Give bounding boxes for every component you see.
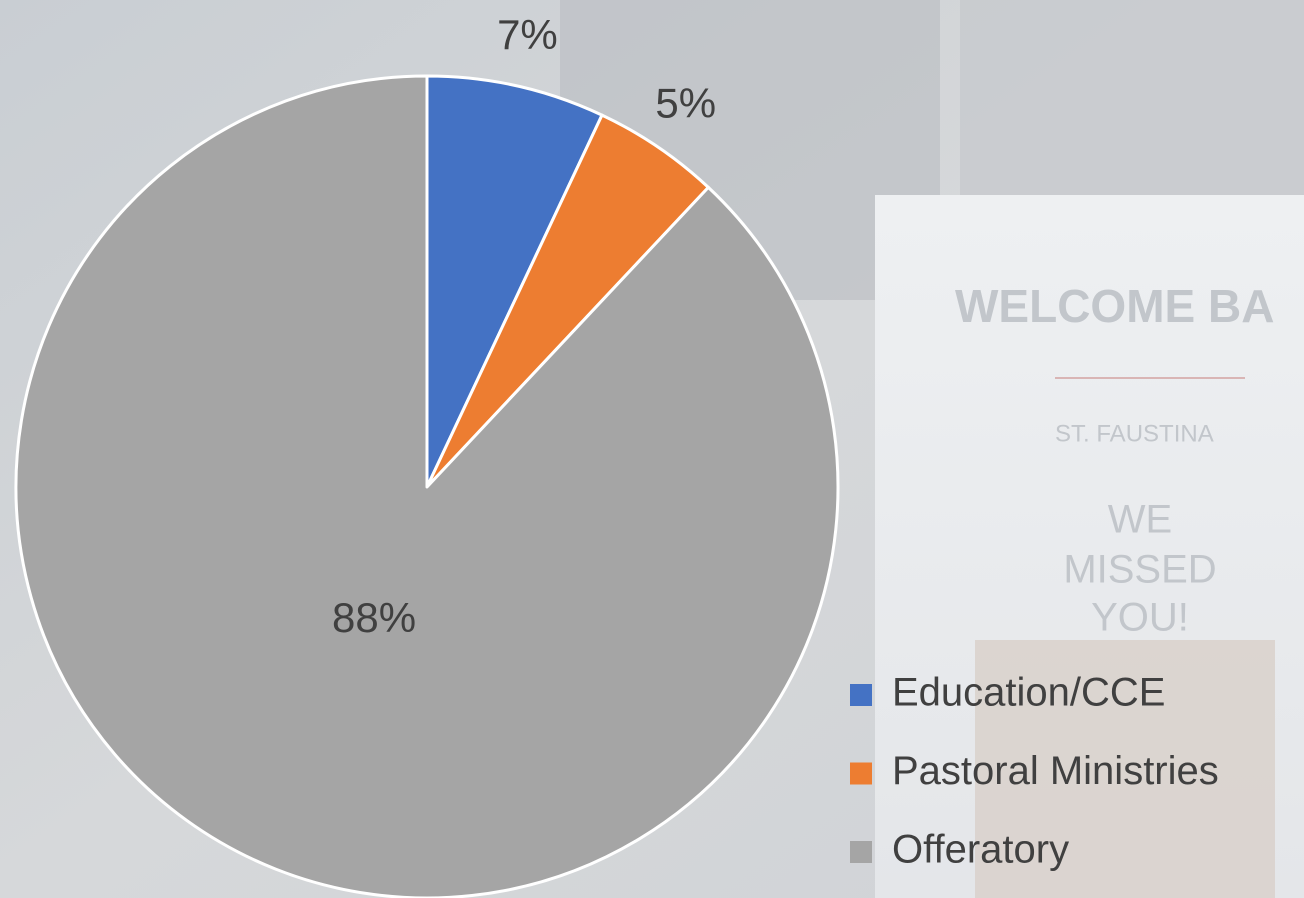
data-label: 7%	[497, 11, 558, 58]
page: WELCOME BA ST. FAUSTINA WE MISSED YOU! 7…	[0, 0, 1304, 898]
data-label: 5%	[655, 79, 716, 126]
chart: WELCOME BA ST. FAUSTINA WE MISSED YOU! 7…	[0, 0, 1304, 898]
legend-swatch	[850, 841, 872, 863]
sign-text: WE	[1108, 498, 1172, 542]
sign-text: WELCOME BA	[955, 280, 1274, 332]
legend-swatch	[850, 763, 872, 785]
legend-swatch	[850, 684, 872, 706]
pie-slice	[16, 76, 838, 898]
data-label: 88%	[332, 594, 416, 641]
legend-label: Offeratory	[892, 828, 1069, 872]
legend-label: Education/CCE	[892, 671, 1165, 715]
legend-label: Pastoral Ministries	[892, 749, 1219, 793]
sign-text: YOU!	[1091, 596, 1189, 640]
sign-text: MISSED	[1063, 548, 1216, 592]
sign-text: ST. FAUSTINA	[1055, 420, 1214, 447]
